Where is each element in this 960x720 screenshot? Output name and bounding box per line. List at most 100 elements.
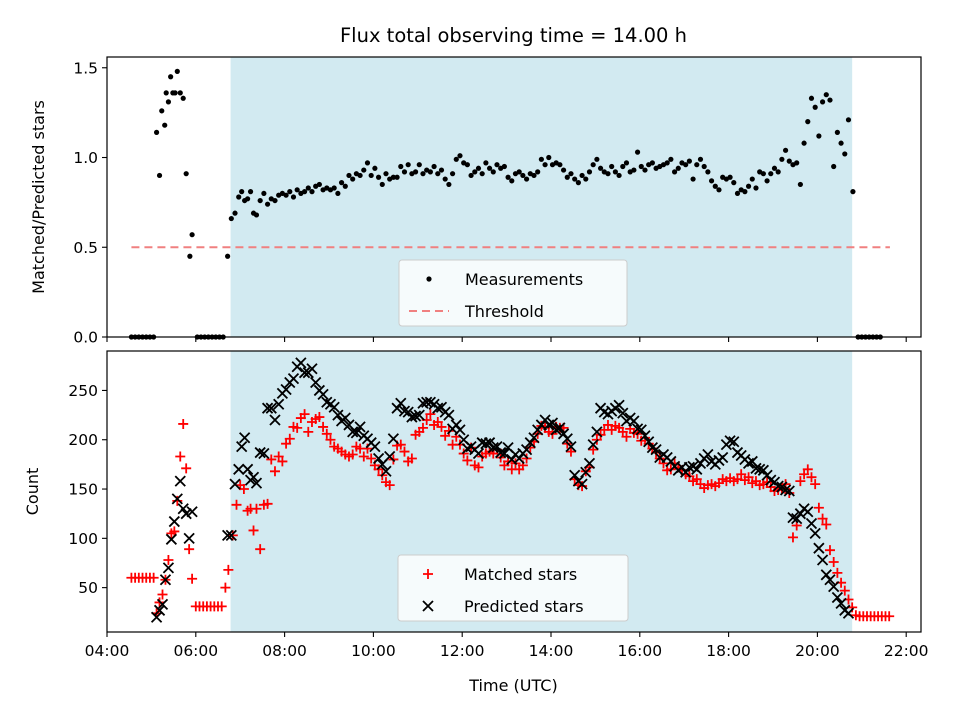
matched-star-point bbox=[399, 446, 410, 457]
bottom-y-axis-ticks: 50 100 150 200 250 bbox=[68, 382, 107, 597]
measurement-point bbox=[225, 253, 231, 259]
measurement-point bbox=[301, 189, 308, 195]
matched-star-point bbox=[299, 409, 310, 420]
predicted-star-point bbox=[828, 581, 840, 593]
measurement-point bbox=[431, 163, 437, 170]
matched-star-point bbox=[231, 499, 242, 510]
measurement-point bbox=[163, 90, 169, 96]
predicted-star-point bbox=[387, 433, 400, 445]
matched-star-point bbox=[810, 479, 821, 490]
measurement-point bbox=[153, 129, 160, 135]
matched-star-point bbox=[172, 495, 183, 506]
measurement-point bbox=[631, 167, 637, 173]
measurement-point bbox=[649, 160, 655, 166]
predicted-star-point bbox=[250, 477, 263, 489]
measurement-point bbox=[823, 92, 829, 98]
matched-star-point bbox=[425, 409, 436, 420]
measurement-point bbox=[174, 68, 180, 74]
matched-star-point bbox=[839, 585, 850, 596]
measurement-point bbox=[546, 154, 552, 161]
measurement-point bbox=[683, 162, 689, 168]
measurement-point bbox=[686, 158, 692, 164]
measurement-point bbox=[520, 172, 526, 179]
measurement-point bbox=[727, 174, 733, 180]
measurement-point bbox=[464, 162, 470, 168]
measurement-point bbox=[797, 181, 803, 188]
measurement-point bbox=[842, 151, 848, 157]
matched-star-point bbox=[248, 525, 259, 536]
predicted-star-point bbox=[354, 421, 366, 433]
predicted-star-point bbox=[569, 469, 581, 481]
measurement-point bbox=[245, 196, 251, 202]
measurement-point bbox=[579, 172, 585, 179]
y-tick-label: 50 bbox=[78, 579, 98, 597]
measurement-point bbox=[183, 171, 189, 177]
measurement-point bbox=[564, 174, 570, 180]
matched-star-point bbox=[406, 453, 417, 464]
y-tick-label: 200 bbox=[68, 431, 98, 449]
top-panel-frame bbox=[106, 56, 922, 338]
measurement-point bbox=[816, 133, 822, 139]
measurement-point bbox=[253, 212, 260, 218]
predicted-star-point bbox=[229, 478, 241, 490]
measurement-point bbox=[172, 90, 178, 96]
measurement-point bbox=[472, 169, 478, 175]
measurement-point bbox=[412, 169, 419, 175]
measurement-point bbox=[401, 169, 408, 175]
predicted-star-point bbox=[380, 465, 392, 477]
predicted-star-point bbox=[339, 412, 351, 424]
measurement-point bbox=[586, 169, 593, 175]
measurement-point bbox=[575, 180, 581, 186]
matched-star-point bbox=[828, 556, 839, 567]
measurement-point bbox=[342, 183, 348, 189]
measurement-point bbox=[420, 171, 426, 177]
matched-star-point bbox=[813, 502, 824, 513]
predicted-star-point bbox=[298, 367, 311, 379]
predicted-star-point bbox=[171, 493, 183, 505]
measurement-point bbox=[764, 178, 770, 184]
measurement-point bbox=[768, 171, 774, 177]
measurement-point bbox=[697, 156, 704, 162]
predicted-star-point bbox=[472, 447, 485, 460]
matched-star-point bbox=[284, 433, 295, 444]
predicted-star-point bbox=[754, 463, 766, 475]
matched-star-point bbox=[148, 572, 159, 583]
measurement-point bbox=[819, 99, 826, 105]
predicted-star-point bbox=[498, 447, 511, 460]
measurement-point bbox=[475, 165, 482, 171]
measurement-point bbox=[405, 162, 411, 168]
measurement-point bbox=[346, 172, 352, 179]
measurement-point bbox=[705, 169, 711, 175]
measurement-point bbox=[168, 74, 174, 80]
measurement-point bbox=[805, 119, 811, 125]
predicted-star-point bbox=[702, 448, 714, 461]
bottom-y-axis-label: Count bbox=[23, 468, 42, 516]
predicted-star-point bbox=[787, 511, 799, 524]
predicted-star-point bbox=[561, 433, 573, 445]
matched-star-point bbox=[169, 526, 180, 537]
measurement-point bbox=[305, 185, 311, 191]
predicted-star-point bbox=[395, 397, 407, 409]
x-tick-label: 08:00 bbox=[262, 642, 307, 660]
measurement-point bbox=[316, 181, 322, 188]
predicted-star-point bbox=[824, 574, 836, 586]
predicted-star-point bbox=[186, 506, 198, 518]
matched-star-point bbox=[157, 589, 168, 600]
measurement-point bbox=[542, 162, 548, 168]
measurement-point bbox=[501, 163, 507, 170]
measurement-point bbox=[623, 160, 630, 166]
measurement-point bbox=[509, 178, 515, 184]
predicted-star-point bbox=[628, 415, 640, 427]
top-x-axis-ticks bbox=[106, 337, 907, 342]
matched-star-point bbox=[178, 418, 189, 429]
top-y-axis-label: Matched/Predicted stars bbox=[29, 100, 48, 294]
matched-star-point bbox=[292, 422, 303, 433]
y-tick-label: 150 bbox=[68, 481, 98, 499]
legend-label: Threshold bbox=[464, 302, 544, 321]
measurement-point bbox=[290, 194, 297, 200]
measurement-point bbox=[583, 176, 589, 182]
matched-star-point bbox=[395, 439, 406, 450]
measurement-point bbox=[516, 169, 522, 175]
predicted-star-point bbox=[650, 443, 662, 456]
